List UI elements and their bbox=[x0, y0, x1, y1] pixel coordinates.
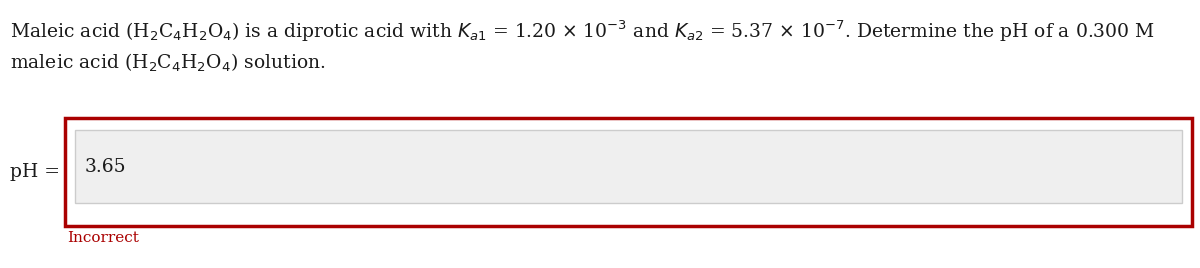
FancyBboxPatch shape bbox=[74, 130, 1182, 203]
Text: 3.65: 3.65 bbox=[85, 158, 127, 176]
FancyBboxPatch shape bbox=[65, 118, 1192, 226]
Text: pH =: pH = bbox=[10, 163, 60, 181]
Text: maleic acid (H$_2$C$_4$H$_2$O$_4$) solution.: maleic acid (H$_2$C$_4$H$_2$O$_4$) solut… bbox=[10, 52, 325, 74]
Text: Maleic acid (H$_2$C$_4$H$_2$O$_4$) is a diprotic acid with $K_{a1}$ = 1.20 $\tim: Maleic acid (H$_2$C$_4$H$_2$O$_4$) is a … bbox=[10, 18, 1154, 43]
Text: Incorrect: Incorrect bbox=[67, 231, 139, 245]
